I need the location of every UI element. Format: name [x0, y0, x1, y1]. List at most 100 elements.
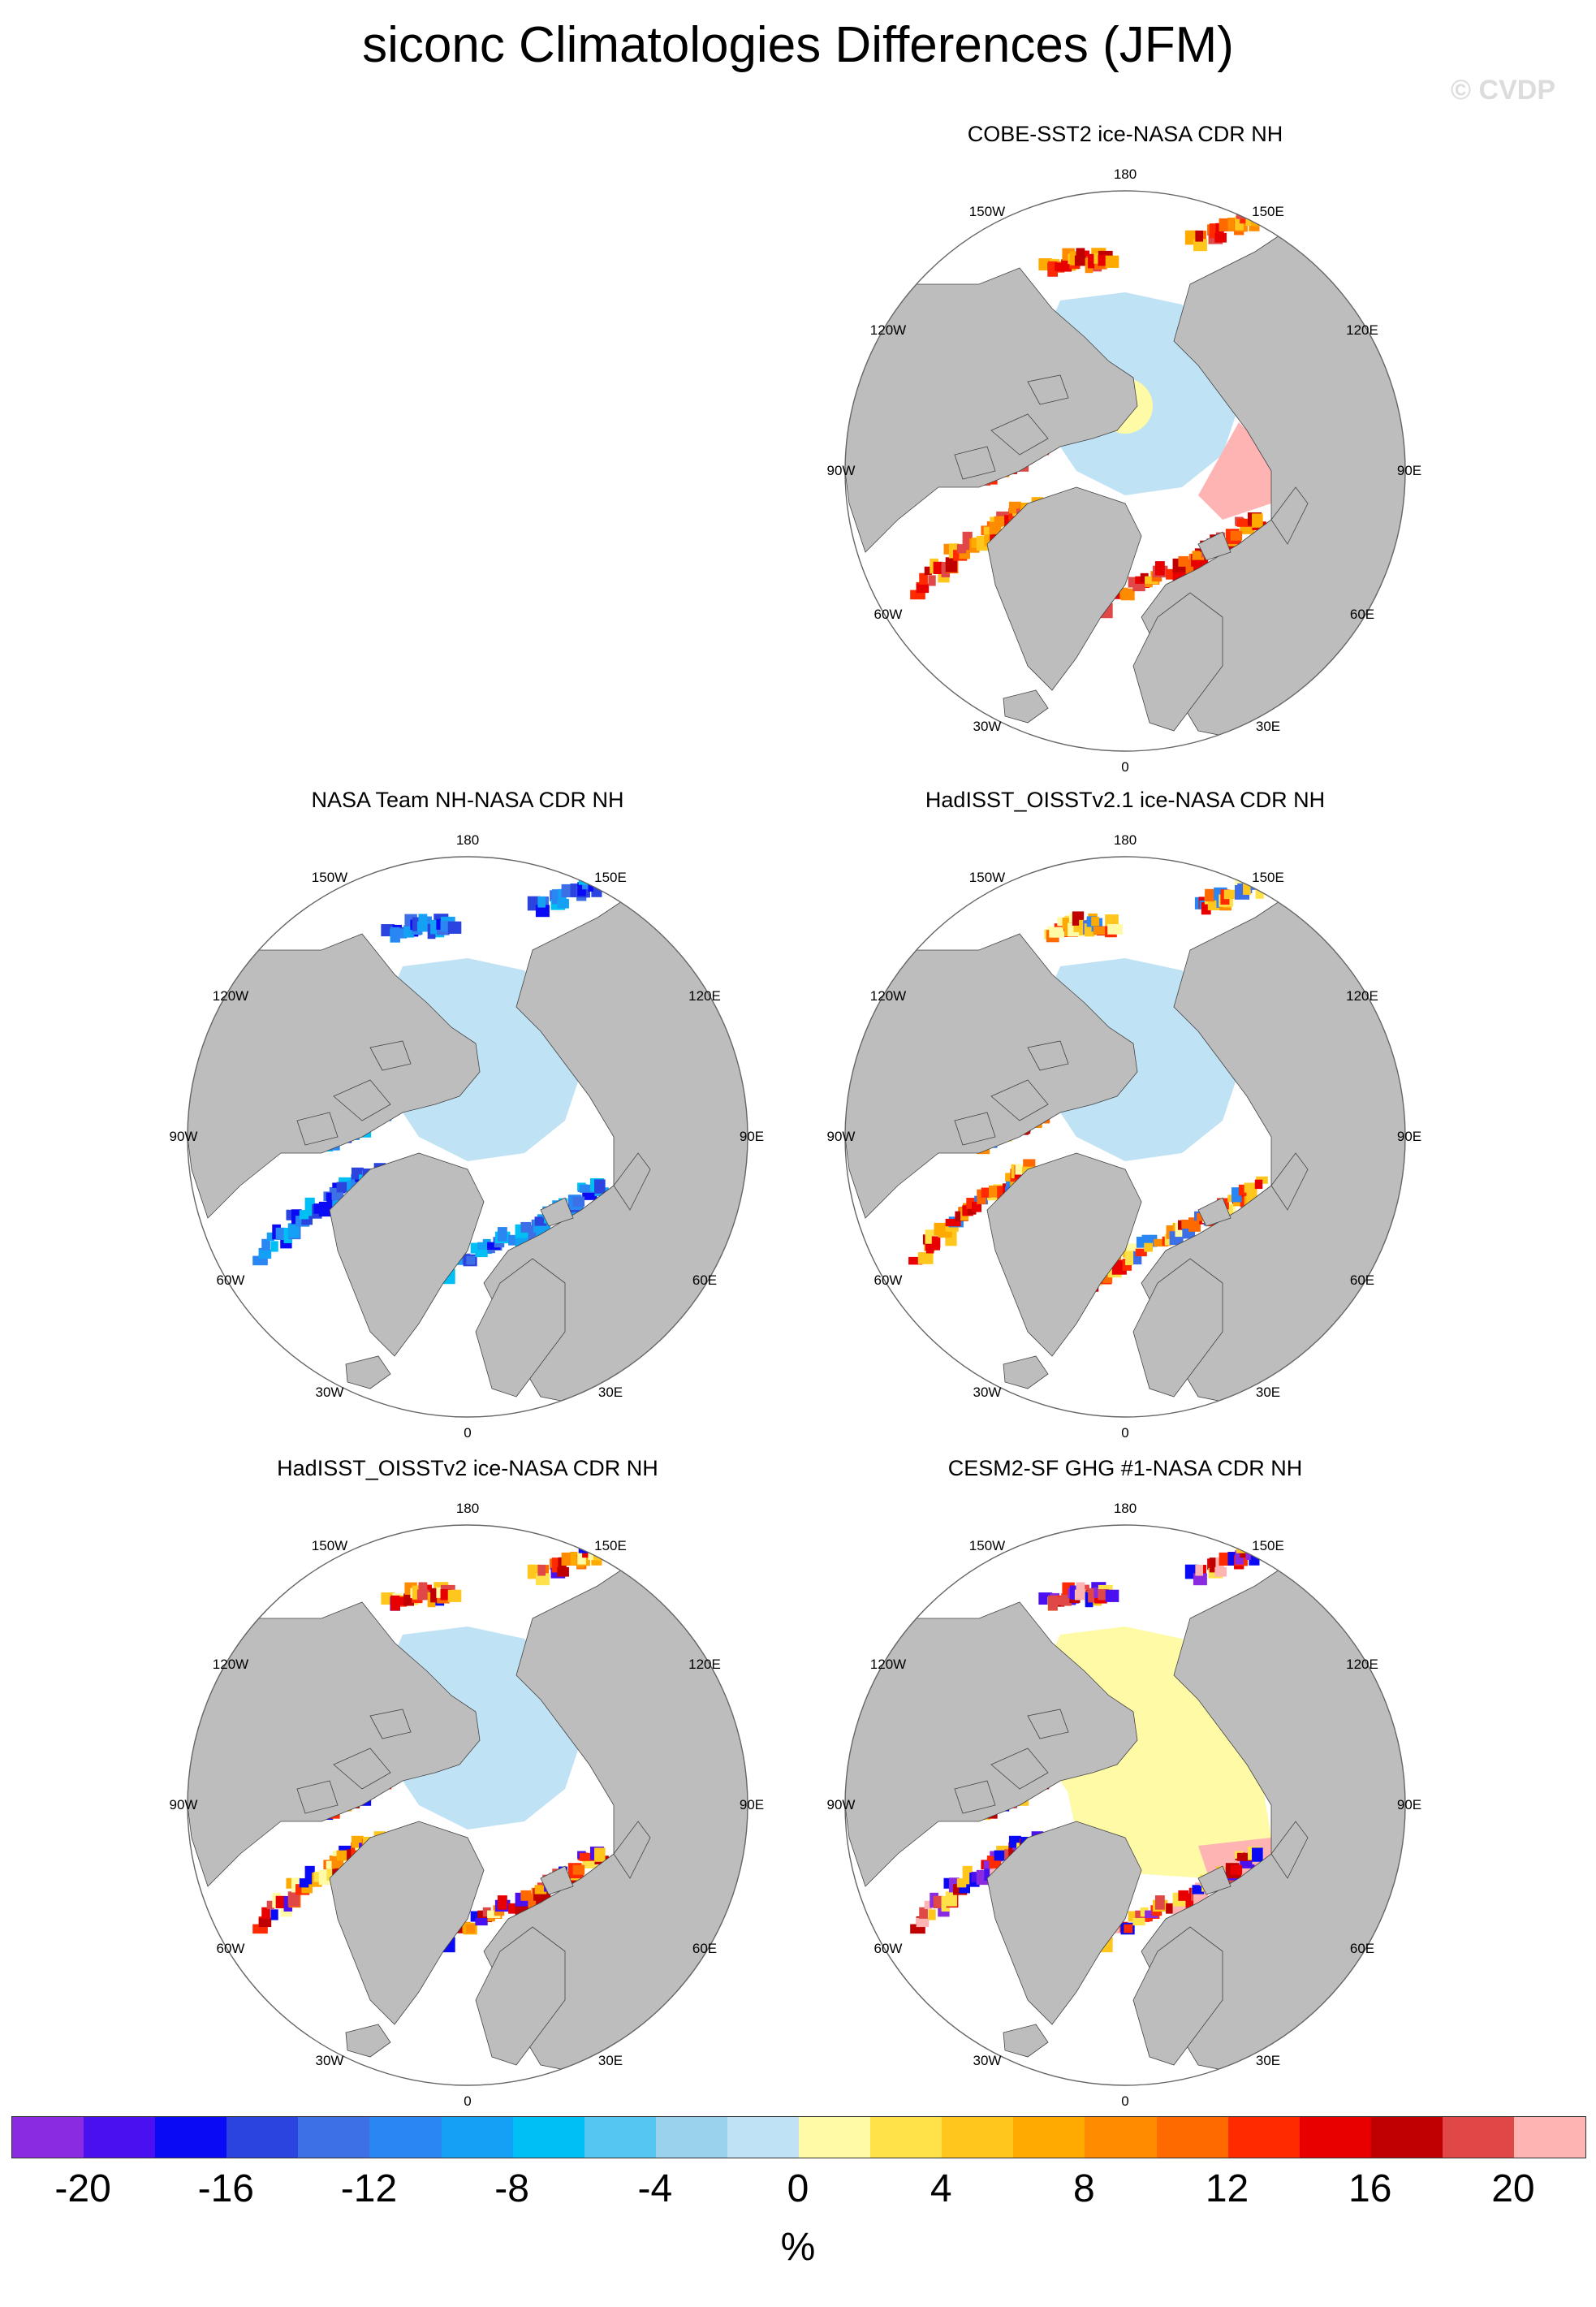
lon-label-left: 90W [827, 463, 856, 478]
lon-label-upper-left: 150W [969, 1538, 1005, 1553]
panel-title: CESM2-SF GHG #1-NASA CDR NH [947, 1456, 1303, 1480]
landmass [986, 1152, 1142, 1357]
panel-title: HadISST_OISSTv2.1 ice-NASA CDR NH [925, 788, 1326, 812]
colorbar-segment [1156, 2117, 1228, 2158]
lon-label-bottom: 0 [1121, 759, 1128, 771]
lon-label-upper-left: 150W [969, 870, 1005, 885]
colorbar-tick-label: -8 [494, 2167, 529, 2210]
lon-label-bottom: 0 [1121, 2093, 1128, 2106]
lon-label-top: 180 [1114, 166, 1137, 182]
landmass [1027, 1709, 1069, 1739]
colorbar-segment [1370, 2117, 1443, 2158]
lon-label-left-upper: 120W [213, 1657, 248, 1672]
landmass [845, 1601, 1138, 1887]
colorbar-segment [584, 2117, 656, 2158]
map-panel-hadisst-oisstv21: HadISST_OISSTv2.1 ice-NASA CDR NH 180 0 15… [817, 788, 1434, 1437]
lon-label-right-lower: 60E [1350, 607, 1374, 622]
colorbar-segment [727, 2117, 800, 2158]
colorbar-tick-label: 4 [930, 2167, 952, 2210]
landmass [188, 1601, 481, 1887]
landmass [990, 1079, 1049, 1121]
lon-label-upper-left: 150W [312, 870, 347, 885]
lon-label-right-lower: 60E [1350, 1272, 1374, 1288]
colorbar-tick-label: 12 [1205, 2167, 1249, 2210]
landmass [333, 1748, 391, 1790]
lon-label-left-upper: 120W [870, 322, 906, 338]
lon-label-upper-right: 150E [1252, 204, 1284, 219]
lon-label-left-upper: 120W [213, 988, 248, 1004]
landmass [954, 1780, 996, 1814]
colorbar-segment [655, 2117, 727, 2158]
landmass [1003, 1355, 1049, 1389]
polar-map: 180 0 150W 150E 120W 120E 90W 90E 60W 60E 30W 30E [170, 832, 765, 1437]
landmass [296, 1112, 339, 1146]
map-panel-hadisst-oisstv2: HadISST_OISSTv2 ice-NASA CDR NH 180 0 150W… [159, 1456, 776, 2106]
panel-title: COBE-SST2 ice-NASA CDR NH [967, 122, 1283, 146]
colorbar-segment [369, 2117, 442, 2158]
lon-label-left-lower: 60W [217, 1941, 245, 1956]
landmass [1197, 1865, 1232, 1895]
lon-label-lower-left: 30W [973, 719, 1002, 734]
lon-label-upper-right: 150E [594, 1538, 627, 1553]
lon-label-lower-right: 30E [1256, 2053, 1280, 2068]
landmass [475, 1258, 566, 1398]
colorbar [11, 2116, 1586, 2158]
colorbar-segment [1227, 2117, 1300, 2158]
landmass [986, 1821, 1142, 2025]
lon-label-left-upper: 120W [870, 1657, 906, 1672]
colorbar-segment [512, 2117, 584, 2158]
lon-label-left-lower: 60W [874, 1272, 903, 1288]
lon-label-lower-left: 30W [973, 1385, 1002, 1400]
landmass [296, 1780, 339, 1814]
lon-label-left-lower: 60W [217, 1272, 245, 1288]
map-boundary [844, 856, 1406, 1418]
colorbar-tick-label: 0 [787, 2167, 809, 2210]
lon-label-top: 180 [1114, 832, 1137, 848]
colorbar-tick-label: -12 [340, 2167, 398, 2210]
landmass [845, 267, 1138, 553]
lon-label-right-lower: 60E [692, 1272, 717, 1288]
landmass [986, 486, 1142, 691]
landmass [540, 1197, 574, 1227]
lon-label-lower-left: 30W [973, 2053, 1002, 2068]
landmass [613, 1152, 651, 1211]
landmass [1132, 1926, 1223, 2066]
lon-label-right-upper: 120E [688, 988, 721, 1004]
landmass [345, 2024, 391, 2058]
lon-label-bottom: 0 [464, 2093, 471, 2106]
landmass [1003, 689, 1049, 724]
colorbar-segment [12, 2117, 84, 2158]
landmass [1270, 486, 1309, 545]
landmass [540, 1865, 574, 1895]
lon-label-left-lower: 60W [874, 607, 903, 622]
landmass [1270, 1152, 1309, 1211]
colorbar-segment [1513, 2117, 1586, 2158]
landmass [369, 1709, 412, 1739]
colorbar-tick-labels: -20 -16 -12 -8 -4 0 4 8 12 16 20 [0, 2167, 1596, 2215]
landmass [990, 1748, 1049, 1790]
colorbar-segment [441, 2117, 513, 2158]
lon-label-lower-right: 30E [598, 2053, 623, 2068]
polar-map: 180 0 150W 150E 120W 120E 90W 90E 60W 60E 30W 30E [827, 166, 1422, 771]
map-panel-cobe: COBE-SST2 ice-NASA CDR NH 180 0 150W 150E 12… [817, 122, 1434, 771]
map-boundary [844, 1524, 1406, 2086]
colorbar-tick-label: -16 [197, 2167, 254, 2210]
colorbar-segment [870, 2117, 943, 2158]
lon-label-upper-right: 150E [1252, 870, 1284, 885]
lon-label-upper-left: 150W [312, 1538, 347, 1553]
colorbar-tick-label: 8 [1073, 2167, 1095, 2210]
lon-label-lower-right: 30E [1256, 719, 1280, 734]
lon-label-right-lower: 60E [692, 1941, 717, 1956]
landmass [613, 1821, 651, 1879]
landmass [845, 933, 1138, 1219]
lon-label-right-upper: 120E [1346, 1657, 1378, 1672]
landmass [475, 1926, 566, 2066]
lon-label-upper-left: 150W [969, 204, 1005, 219]
landmass [333, 1079, 391, 1121]
landmass [954, 446, 996, 480]
map-boundary [187, 856, 748, 1418]
landmass [188, 933, 481, 1219]
landmass [990, 413, 1049, 456]
colorbar-segment [1013, 2117, 1085, 2158]
lon-label-top: 180 [456, 832, 479, 848]
